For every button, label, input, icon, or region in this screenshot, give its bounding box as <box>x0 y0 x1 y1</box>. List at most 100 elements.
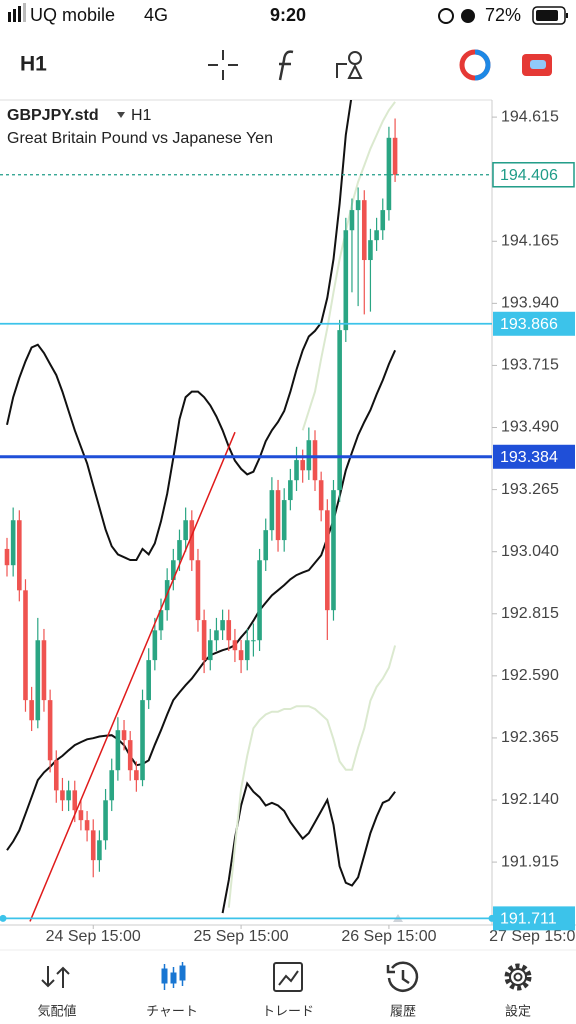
tab-bar: 気配値 チャート トレード 履歴 設定 <box>0 949 576 1019</box>
candle-body <box>343 230 349 331</box>
candle-body <box>66 790 71 801</box>
candle-body <box>146 660 151 701</box>
candle-body <box>257 560 262 641</box>
tab-label: 履歴 <box>390 1003 416 1018</box>
candle-body <box>207 640 213 661</box>
candle-body <box>189 520 195 561</box>
candle-body <box>288 480 293 501</box>
level-handle <box>0 914 7 922</box>
y-tick-label: 193.040 <box>501 543 559 560</box>
candle-body <box>103 800 108 841</box>
candle-body <box>84 820 90 831</box>
candle-body <box>355 200 361 211</box>
y-tick-label: 192.590 <box>501 667 559 684</box>
x-tick-label: 27 Sep 15:00 <box>489 928 576 945</box>
y-tick-label: 191.915 <box>501 853 559 870</box>
candle-body <box>23 590 28 701</box>
battery-level: 72% <box>485 5 521 25</box>
toolbar: H1 <box>20 49 552 81</box>
clock: 9:20 <box>270 5 306 25</box>
bid-box <box>492 162 575 188</box>
x-tick-label: 26 Sep 15:00 <box>341 928 436 945</box>
candle-body <box>115 730 121 771</box>
y-tick-label: 194.615 <box>501 108 559 125</box>
candle-body <box>97 840 102 861</box>
y-tick-label: 193.265 <box>501 481 559 498</box>
candle-body <box>318 480 324 511</box>
price-level-label: 193.384 <box>500 449 558 466</box>
candle-body <box>349 210 355 231</box>
indicator-line <box>6 349 397 851</box>
tab-settings[interactable]: 設定 <box>504 963 532 1018</box>
tab-label: 設定 <box>505 1003 531 1018</box>
carrier: UQ mobile <box>30 5 115 25</box>
account-icon[interactable] <box>522 54 552 76</box>
price-level-label: 193.866 <box>500 316 558 333</box>
candle-body <box>281 500 287 541</box>
candle-body <box>361 200 367 261</box>
price-level-box <box>493 311 575 336</box>
y-tick-label: 193.940 <box>501 295 559 312</box>
tab-chart[interactable]: チャート <box>146 962 198 1018</box>
y-tick-label: 192.365 <box>501 729 559 746</box>
plot-area <box>4 100 398 922</box>
x-tick-label: 24 Sep 15:00 <box>46 928 141 945</box>
indicator-line <box>301 101 396 431</box>
candle-body <box>158 610 164 631</box>
candle-body <box>10 520 16 566</box>
candle-body <box>60 790 65 801</box>
candle-body <box>392 137 398 175</box>
candle-body <box>244 640 250 661</box>
price-level-box <box>493 906 575 931</box>
candle-body <box>53 760 59 791</box>
objects-button[interactable] <box>336 51 363 79</box>
candle-body <box>386 137 392 211</box>
indicator-line <box>227 645 397 908</box>
candle-body <box>127 740 133 771</box>
tab-history[interactable]: 履歴 <box>386 961 419 1019</box>
candle-body <box>220 620 225 631</box>
candle-body <box>374 230 379 241</box>
candle-body <box>29 700 34 721</box>
candle-body <box>72 790 78 811</box>
tab-label: 気配値 <box>37 1003 76 1018</box>
candle-body <box>183 520 188 541</box>
candle-body <box>368 240 373 261</box>
tab-trade[interactable]: トレード <box>262 962 314 1018</box>
candle-body <box>140 700 145 781</box>
indicators-button[interactable] <box>278 50 294 81</box>
crosshair-button[interactable] <box>208 50 238 80</box>
trade-icon[interactable] <box>459 49 491 81</box>
chart-timeframe: H1 <box>131 107 152 124</box>
tab-quotes[interactable]: 気配値 <box>37 966 77 1018</box>
chart-header: GBPJPY.std H1 Great Britain Pound vs Jap… <box>7 107 273 147</box>
candle-body <box>109 770 115 801</box>
candle-body <box>134 770 139 781</box>
candle-body <box>41 640 47 701</box>
price-level-label: 191.711 <box>500 911 557 928</box>
candle-body <box>337 330 342 491</box>
candle-body <box>4 548 10 566</box>
symbol-description: Great Britain Pound vs Japanese Yen <box>7 130 273 147</box>
candle-body <box>300 460 305 471</box>
candle-body <box>312 440 318 481</box>
symbol: GBPJPY.std <box>7 107 99 124</box>
candle-body <box>201 620 207 661</box>
network: 4G <box>144 5 168 25</box>
candle-body <box>232 640 238 651</box>
candle-body <box>263 530 269 561</box>
timeframe-button[interactable]: H1 <box>20 53 47 76</box>
candle-body <box>47 700 53 761</box>
indicator-line <box>6 100 353 561</box>
candle-body <box>177 540 182 561</box>
candle-body <box>195 560 201 621</box>
candle-body <box>214 630 219 641</box>
candle-body <box>35 640 41 721</box>
candle-body <box>78 810 84 821</box>
indicator-line <box>221 781 396 914</box>
y-tick-label: 194.165 <box>501 232 559 249</box>
candle-body <box>306 440 312 471</box>
candle-body <box>238 650 244 661</box>
